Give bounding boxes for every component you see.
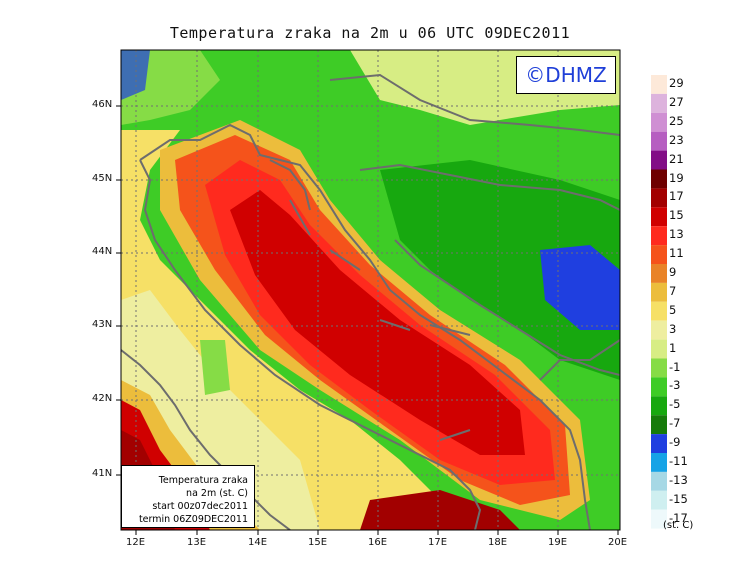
colorbar-swatch [651, 396, 667, 416]
sava-border [359, 163, 620, 211]
y-axis-label: 43N [92, 319, 113, 330]
colorbar-tick-label: 3 [669, 321, 677, 336]
colorbar-swatch [651, 93, 667, 113]
colorbar-tick-label: 7 [669, 283, 677, 298]
colorbar-swatch [651, 112, 667, 132]
colorbar-swatch [651, 434, 667, 453]
x-axis-label: 20E [608, 537, 628, 548]
temperature-field [121, 50, 620, 530]
colorbar-swatch [651, 339, 667, 359]
colorbar-swatch [651, 301, 667, 321]
dhmz-copyright-badge: ©DHMZ [516, 56, 616, 94]
montenegro-border [539, 339, 620, 381]
east-adriatic-coast [139, 123, 591, 530]
colorbar-tick-label: -7 [669, 416, 681, 431]
x-axis-label: 12E [126, 537, 146, 548]
colorbar-tick-label: 15 [669, 208, 684, 223]
x-axis-label: 15E [308, 537, 328, 548]
colorbar-swatch [651, 377, 667, 397]
colorbar-tick-label: 9 [669, 265, 677, 279]
colorbar-swatch [651, 150, 667, 170]
colorbar-swatch [651, 264, 667, 283]
info-line-start: start 00z07dec2011 [152, 501, 248, 512]
x-axis-label: 16E [368, 537, 388, 548]
colorbar-tick-label: -17 [669, 510, 688, 525]
colorbar-swatch [651, 245, 667, 264]
colorbar-swatch [651, 415, 667, 435]
colorbar-tick-label: -15 [669, 491, 688, 506]
colorbar-tick-label: 27 [669, 94, 684, 109]
tyrrhenian-coast [121, 349, 291, 530]
colorbar-tick-label: 17 [669, 189, 684, 204]
west-adriatic-coast [139, 159, 482, 530]
colorbar-swatch [651, 188, 667, 208]
colorbar-swatch [651, 471, 667, 491]
lat-lon-grid [121, 50, 620, 530]
x-axis-label: 17E [428, 537, 448, 548]
bosnia-border [394, 239, 620, 376]
adriatic-core-field [230, 190, 525, 455]
y-axis-label: 41N [92, 468, 113, 479]
x-axis-label: 19E [548, 537, 568, 548]
forecast-info-box: Temperatura zraka na 2m (st. C) start 00… [121, 465, 255, 528]
info-line-termin: termin 06Z09DEC2011 [138, 514, 248, 525]
colorbar-legend [651, 75, 667, 529]
colorbar-tick-label: -3 [669, 378, 681, 393]
colorbar-tick-label: -5 [669, 397, 681, 412]
x-axis-label: 13E [187, 537, 207, 548]
map-title: Temperatura zraka na 2m u 06 UTC 09DEC20… [169, 24, 571, 42]
colorbar-swatch [651, 131, 667, 151]
colorbar-swatch [651, 75, 667, 94]
colorbar-swatch [651, 282, 667, 302]
colorbar-tick-label: 25 [669, 113, 684, 128]
axis-ticks [116, 105, 619, 535]
colorbar-tick-label: -1 [669, 359, 681, 374]
colorbar-swatch [651, 226, 667, 246]
colorbar-tick-label: 1 [669, 340, 677, 355]
colorbar-unit: (st. C) [663, 520, 694, 531]
colorbar-swatch [651, 320, 667, 340]
interior-very-cold-field [540, 245, 620, 330]
map-frame [120, 49, 621, 531]
ionian-field [360, 490, 520, 530]
northern-border [329, 73, 620, 136]
y-axis-label: 45N [92, 173, 113, 184]
colorbar-tick-label: 29 [669, 76, 684, 90]
y-axis-label: 42N [92, 393, 113, 404]
y-axis-label: 44N [92, 246, 113, 257]
colorbar-tick-label: 23 [669, 132, 684, 147]
interior-cold-field [380, 160, 620, 380]
colorbar-tick-label: -13 [669, 472, 688, 487]
info-line-units: na 2m (st. C) [186, 488, 248, 499]
colorbar-tick-label: -11 [669, 454, 688, 468]
x-axis-label: 18E [488, 537, 508, 548]
info-line-variable: Temperatura zraka [158, 475, 248, 486]
colorbar-swatch [651, 207, 667, 227]
colorbar-swatch [651, 453, 667, 472]
colorbar-swatch [651, 490, 667, 510]
colorbar-tick-label: 13 [669, 227, 684, 242]
colorbar-tick-label: 19 [669, 170, 684, 185]
colorbar-swatch [651, 358, 667, 378]
colorbar-swatch [651, 169, 667, 189]
colorbar-tick-label: 5 [669, 302, 677, 317]
y-axis-label: 46N [92, 99, 113, 110]
colorbar-tick-label: 11 [669, 246, 684, 261]
x-axis-label: 14E [248, 537, 268, 548]
apennine-cool-spot [200, 340, 230, 395]
colorbar-swatch [651, 509, 667, 529]
colorbar-tick-label: 21 [669, 151, 684, 166]
colorbar-tick-label: -9 [669, 435, 681, 450]
